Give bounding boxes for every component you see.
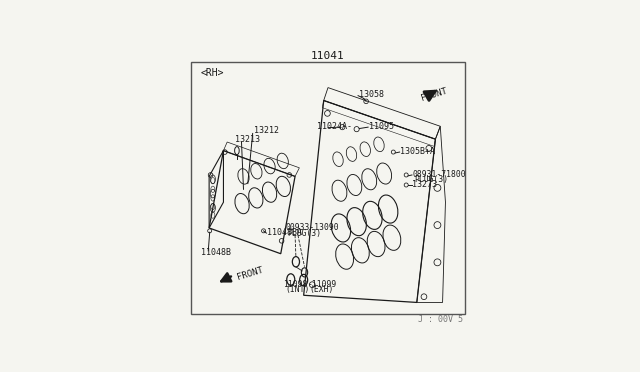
Text: 13212: 13212 <box>253 126 278 135</box>
Text: FRONT: FRONT <box>236 266 264 282</box>
Text: 13213: 13213 <box>235 135 260 144</box>
Text: 13058: 13058 <box>359 90 384 99</box>
Text: J : 00V 5: J : 00V 5 <box>418 315 463 324</box>
Text: 11041: 11041 <box>311 51 345 61</box>
Text: 08931-71800: 08931-71800 <box>413 170 466 179</box>
Text: 11048B: 11048B <box>201 248 231 257</box>
Text: 1305B+A: 1305B+A <box>401 147 435 156</box>
Text: (INT): (INT) <box>285 285 309 294</box>
Text: 11098: 11098 <box>284 280 308 289</box>
Text: PLUG(3): PLUG(3) <box>414 175 448 184</box>
Text: 00933-13090: 00933-13090 <box>285 224 339 232</box>
Bar <box>191 62 465 314</box>
Text: (EXH): (EXH) <box>310 285 334 294</box>
Text: PLUG(3): PLUG(3) <box>287 229 321 238</box>
Text: -11099: -11099 <box>308 280 337 289</box>
Text: 11048BA: 11048BA <box>267 228 302 237</box>
Text: 13273: 13273 <box>413 180 438 189</box>
Text: FRONT: FRONT <box>420 87 448 103</box>
Text: <RH>: <RH> <box>200 68 224 78</box>
Text: 11095: 11095 <box>369 122 394 131</box>
Text: 11024A-: 11024A- <box>317 122 351 131</box>
